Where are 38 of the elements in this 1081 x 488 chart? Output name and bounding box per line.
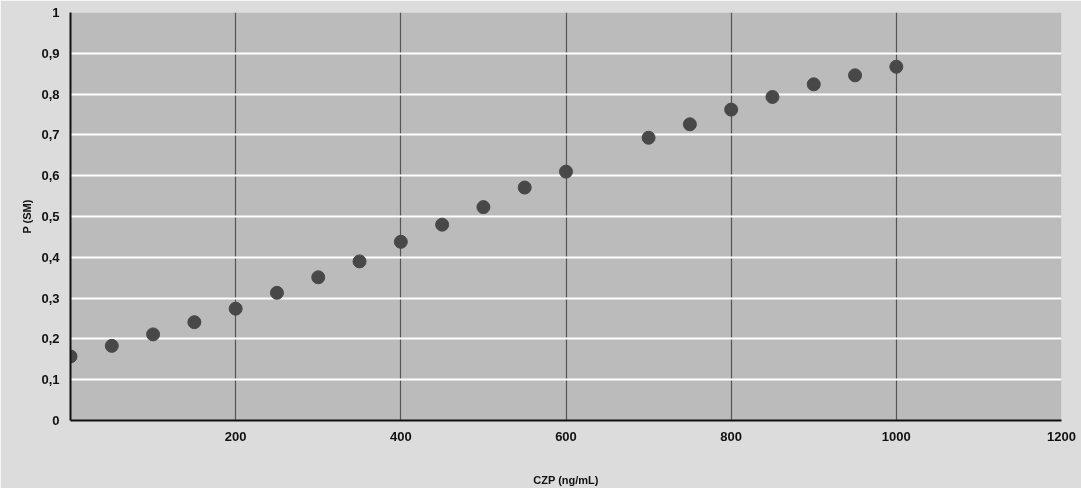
point [269,285,284,300]
y-tick-label: 0,9 [41,45,60,61]
y-axis-title: P (SM) [21,199,34,234]
point [393,234,408,249]
y-tick-label: 0,2 [41,331,60,347]
x-axis-title: CZP (ng/mL) [533,473,599,486]
point [228,301,243,316]
y-tick-label: 0,4 [41,249,61,265]
point [311,270,326,285]
x-tick-label: 800 [720,428,743,444]
x-tick-label: 1000 [881,428,911,444]
point [559,164,573,179]
x-tick-label: 200 [224,428,247,444]
y-tick-label: 0 [52,413,60,428]
point [889,59,904,74]
y-tick-label: 0,1 [41,372,60,388]
y-tick-label: 1 [52,5,60,20]
point [104,338,119,353]
point [641,130,656,145]
point [848,68,863,83]
point [435,217,450,232]
point [682,117,697,132]
point [765,89,780,104]
y-tick-label: 0,8 [41,86,60,102]
point [517,180,532,195]
y-tick-label: 0,7 [41,127,60,143]
point [476,200,491,215]
x-tick-label: 600 [555,428,577,444]
point [352,254,367,269]
y-tick-label: 0,5 [41,209,60,224]
y-tick-label: 0,3 [41,290,60,306]
point [724,102,739,117]
y-tick-label: 0,6 [41,168,60,184]
point [146,327,161,342]
point [806,77,821,92]
x-tick-label: 400 [389,428,412,444]
point [187,315,202,330]
x-tick-label: 1200 [1047,428,1076,444]
